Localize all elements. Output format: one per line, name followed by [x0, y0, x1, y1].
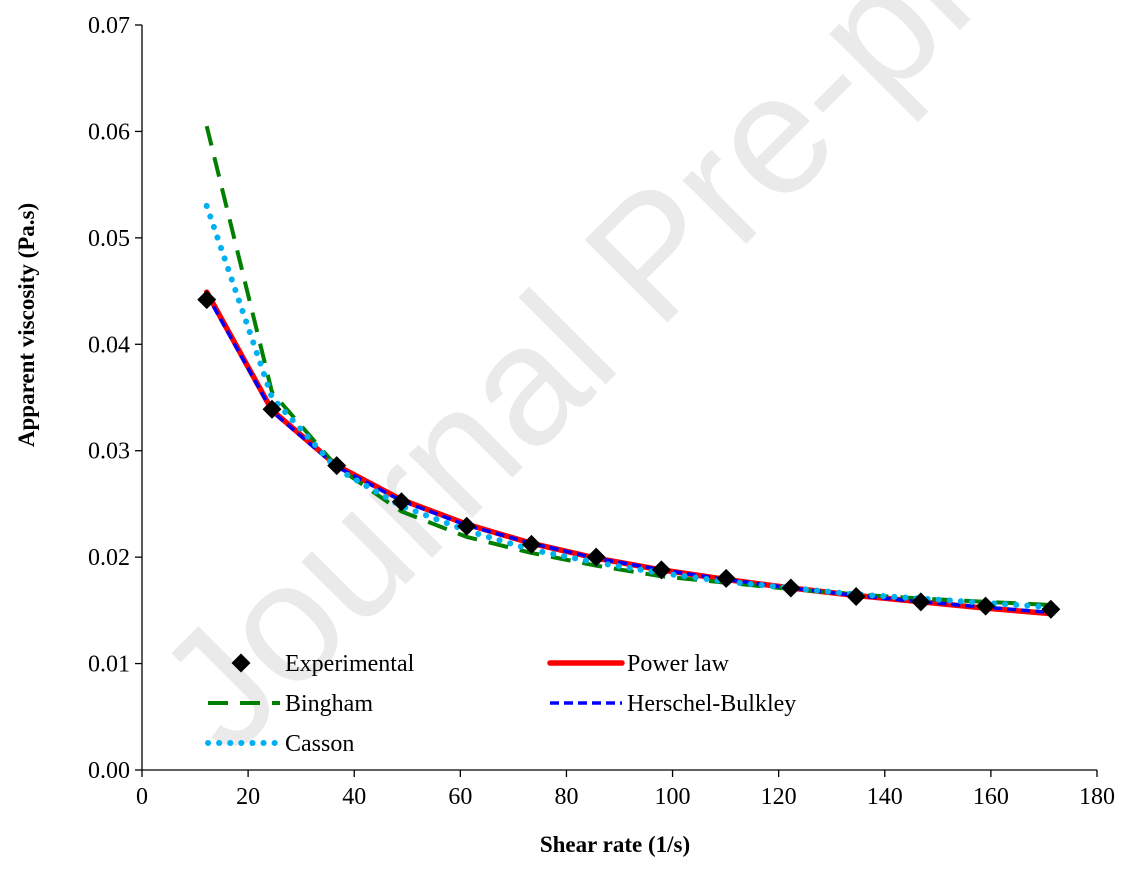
- legend: Experimental Power law Bingham Herschel-Bul…: [205, 651, 796, 757]
- experimental-point: [262, 399, 282, 419]
- y-axis-title: Apparent viscosity (Pa.s): [14, 203, 39, 447]
- x-tick-label: 60: [448, 784, 472, 810]
- x-tick-label: 140: [867, 784, 903, 810]
- experimental-point: [457, 516, 477, 536]
- y-tick-label: 0.07: [88, 13, 130, 39]
- experimental-point: [391, 492, 411, 512]
- experimental-point: [976, 596, 996, 616]
- experimental-point: [327, 456, 347, 476]
- axes: 0 20 40 60 80 100 120 140 160 180 0.00 0.01 0.02 0.03…: [88, 13, 1115, 810]
- experimental-point: [651, 560, 671, 580]
- legend-label-bingham: Bingham: [285, 691, 373, 717]
- series-line-casson: [203, 202, 1054, 611]
- y-tick-label: 0.06: [88, 119, 130, 145]
- experimental-point: [586, 547, 606, 567]
- experimental-point: [781, 578, 801, 598]
- y-tick-label: 0.00: [88, 758, 130, 784]
- experimental-point: [911, 592, 931, 612]
- x-tick-label: 40: [342, 784, 366, 810]
- experimental-point: [846, 587, 866, 607]
- legend-label-power-law: Power law: [627, 651, 730, 677]
- x-tick-label: 180: [1079, 784, 1115, 810]
- x-tick-label: 0: [136, 784, 148, 810]
- x-tick-label: 160: [973, 784, 1009, 810]
- y-tick-label: 0.02: [88, 545, 130, 571]
- x-axis-title: Shear rate (1/s): [540, 832, 690, 857]
- legend-marker-experimental: [231, 653, 251, 673]
- plot-area: [197, 125, 1061, 619]
- experimental-point: [521, 534, 541, 554]
- y-tick-label: 0.03: [88, 439, 130, 465]
- legend-label-casson: Casson: [285, 731, 354, 757]
- experimental-point: [1041, 599, 1061, 619]
- experimental-point: [197, 290, 217, 310]
- x-tick-label: 20: [236, 784, 260, 810]
- y-tick-label: 0.04: [88, 332, 130, 358]
- y-tick-label: 0.01: [88, 652, 130, 678]
- x-tick-label: 120: [761, 784, 797, 810]
- legend-label-experimental: Experimental: [285, 651, 415, 677]
- experimental-point: [716, 568, 736, 588]
- y-tick-label: 0.05: [88, 226, 130, 252]
- x-tick-label: 80: [554, 784, 578, 810]
- legend-label-herschel-bulkley: Herschel-Bulkley: [627, 691, 796, 717]
- x-tick-label: 100: [655, 784, 691, 810]
